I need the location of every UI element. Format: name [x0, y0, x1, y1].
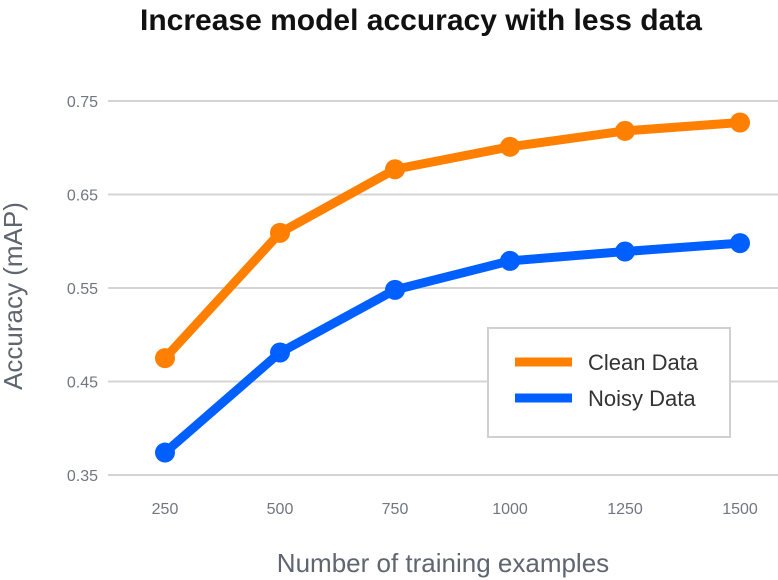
chart-title: Increase model accuracy with less data — [140, 4, 702, 37]
y-tick-label: 0.45 — [67, 375, 98, 392]
x-tick-label: 250 — [152, 501, 179, 518]
data-point — [730, 112, 750, 133]
legend-label: Noisy Data — [588, 386, 696, 411]
y-tick-label: 0.75 — [67, 94, 98, 111]
data-point — [730, 233, 750, 254]
x-tick-label: 1250 — [607, 501, 643, 518]
x-tick-label: 750 — [382, 501, 409, 518]
y-axis-title: Accuracy (mAP) — [0, 202, 28, 390]
y-tick-label: 0.65 — [67, 188, 98, 205]
legend-label: Clean Data — [588, 350, 699, 375]
y-tick-label: 0.55 — [67, 281, 98, 298]
data-point — [500, 250, 520, 271]
x-tick-label: 500 — [267, 501, 294, 518]
series-line-1 — [160, 118, 745, 363]
data-point — [270, 342, 290, 363]
data-point — [270, 222, 290, 243]
data-point — [385, 159, 405, 180]
x-tick-label: 1000 — [492, 501, 528, 518]
data-point — [155, 442, 175, 463]
x-axis-title: Number of training examples — [277, 548, 609, 578]
y-tick-label: 0.35 — [67, 468, 98, 485]
data-point — [155, 348, 175, 369]
data-point — [615, 241, 635, 262]
series-layer — [155, 112, 750, 463]
x-tick-label: 1500 — [722, 501, 758, 518]
data-point — [500, 136, 520, 157]
series-line-2 — [160, 238, 745, 458]
data-point — [615, 120, 635, 141]
data-point — [385, 279, 405, 300]
legend: Clean Data Noisy Data — [487, 327, 731, 438]
legend-box — [487, 327, 731, 438]
axis-layer: 0.75 0.65 0.55 0.45 0.35 250 500 750 1000 1250 150… — [67, 94, 758, 518]
